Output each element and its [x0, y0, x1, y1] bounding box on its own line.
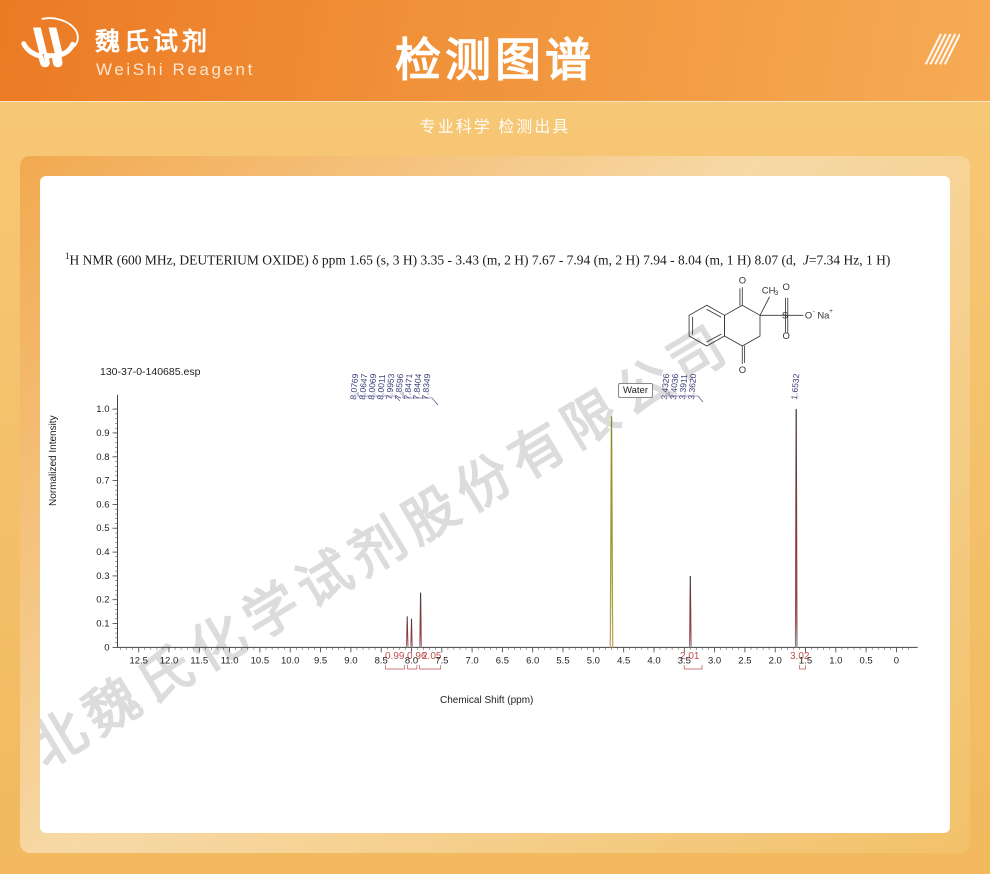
- svg-text:0.5: 0.5: [96, 523, 109, 534]
- svg-text:9.5: 9.5: [314, 655, 327, 666]
- svg-text:10.5: 10.5: [251, 655, 270, 666]
- svg-text:0.9: 0.9: [96, 428, 109, 439]
- svg-text:0: 0: [104, 642, 109, 653]
- svg-text:2.0: 2.0: [769, 655, 782, 666]
- svg-text:9.0: 9.0: [344, 655, 357, 666]
- svg-text:0.5: 0.5: [859, 655, 872, 666]
- svg-text:3.5: 3.5: [678, 655, 691, 666]
- svg-text:7.0: 7.0: [465, 655, 478, 666]
- svg-text:1.0: 1.0: [829, 655, 842, 666]
- svg-text:7.5: 7.5: [435, 655, 448, 666]
- svg-text:5.0: 5.0: [587, 655, 600, 666]
- svg-text:0.8: 0.8: [96, 452, 109, 463]
- svg-text:0.1: 0.1: [96, 619, 109, 630]
- svg-text:4.5: 4.5: [617, 655, 630, 666]
- svg-text:10.0: 10.0: [281, 655, 300, 666]
- svg-text:4.0: 4.0: [647, 655, 660, 666]
- svg-text:12.5: 12.5: [129, 655, 148, 666]
- svg-text:0.3: 0.3: [96, 571, 109, 582]
- svg-text:11.0: 11.0: [221, 655, 239, 666]
- svg-text:0.6: 0.6: [96, 499, 109, 510]
- svg-text:2.5: 2.5: [738, 655, 751, 666]
- svg-text:0.4: 0.4: [96, 547, 109, 558]
- svg-text:11.5: 11.5: [190, 655, 208, 666]
- svg-text:1.5: 1.5: [799, 655, 812, 666]
- svg-text:6.0: 6.0: [526, 655, 539, 666]
- svg-text:3.0: 3.0: [708, 655, 721, 666]
- svg-text:0.2: 0.2: [96, 595, 109, 606]
- svg-text:0: 0: [894, 655, 899, 666]
- svg-text:6.5: 6.5: [496, 655, 509, 666]
- svg-text:1.0: 1.0: [96, 404, 109, 415]
- svg-text:5.5: 5.5: [556, 655, 569, 666]
- svg-text:8.0: 8.0: [405, 655, 418, 666]
- svg-text:12.0: 12.0: [160, 655, 179, 666]
- svg-text:0.7: 0.7: [96, 476, 109, 487]
- svg-text:8.5: 8.5: [375, 655, 388, 666]
